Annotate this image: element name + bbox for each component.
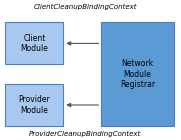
Text: Network
Module
Registrar: Network Module Registrar xyxy=(120,59,155,89)
FancyBboxPatch shape xyxy=(5,22,63,64)
Text: Client
Module: Client Module xyxy=(20,34,48,53)
Text: ProviderCleanupBindingContext: ProviderCleanupBindingContext xyxy=(29,131,141,137)
FancyBboxPatch shape xyxy=(5,84,63,126)
Text: ClientCleanupBindingContext: ClientCleanupBindingContext xyxy=(33,4,137,10)
FancyBboxPatch shape xyxy=(101,22,174,126)
Text: Provider
Module: Provider Module xyxy=(18,95,50,115)
